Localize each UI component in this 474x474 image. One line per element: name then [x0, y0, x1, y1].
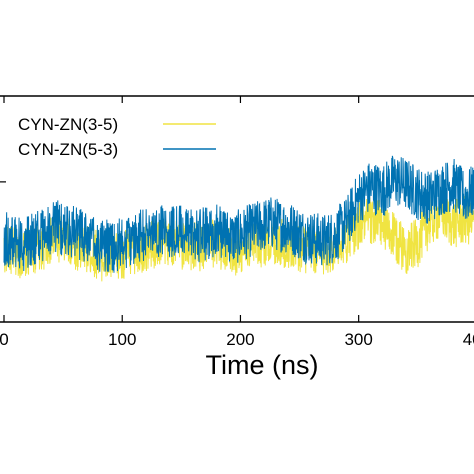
- legend-label: CYN-ZN(3-5): [18, 115, 118, 134]
- x-axis-label: Time (ns): [206, 350, 319, 380]
- series-line-2: [3, 155, 474, 273]
- legend-label: CYN-ZN(5-3): [18, 140, 118, 159]
- x-tick-label: 400: [463, 330, 474, 349]
- plot-area: [3, 155, 474, 282]
- x-tick-label: 300: [344, 330, 372, 349]
- legend: CYN-ZN(3-5) CYN-ZN(5-3): [18, 115, 216, 159]
- x-tick-label: 0: [0, 330, 9, 349]
- axes: 0 100 200 300 400 Time (ns): [0, 95, 474, 380]
- x-tick-label: 200: [226, 330, 254, 349]
- x-tick-label: 100: [108, 330, 136, 349]
